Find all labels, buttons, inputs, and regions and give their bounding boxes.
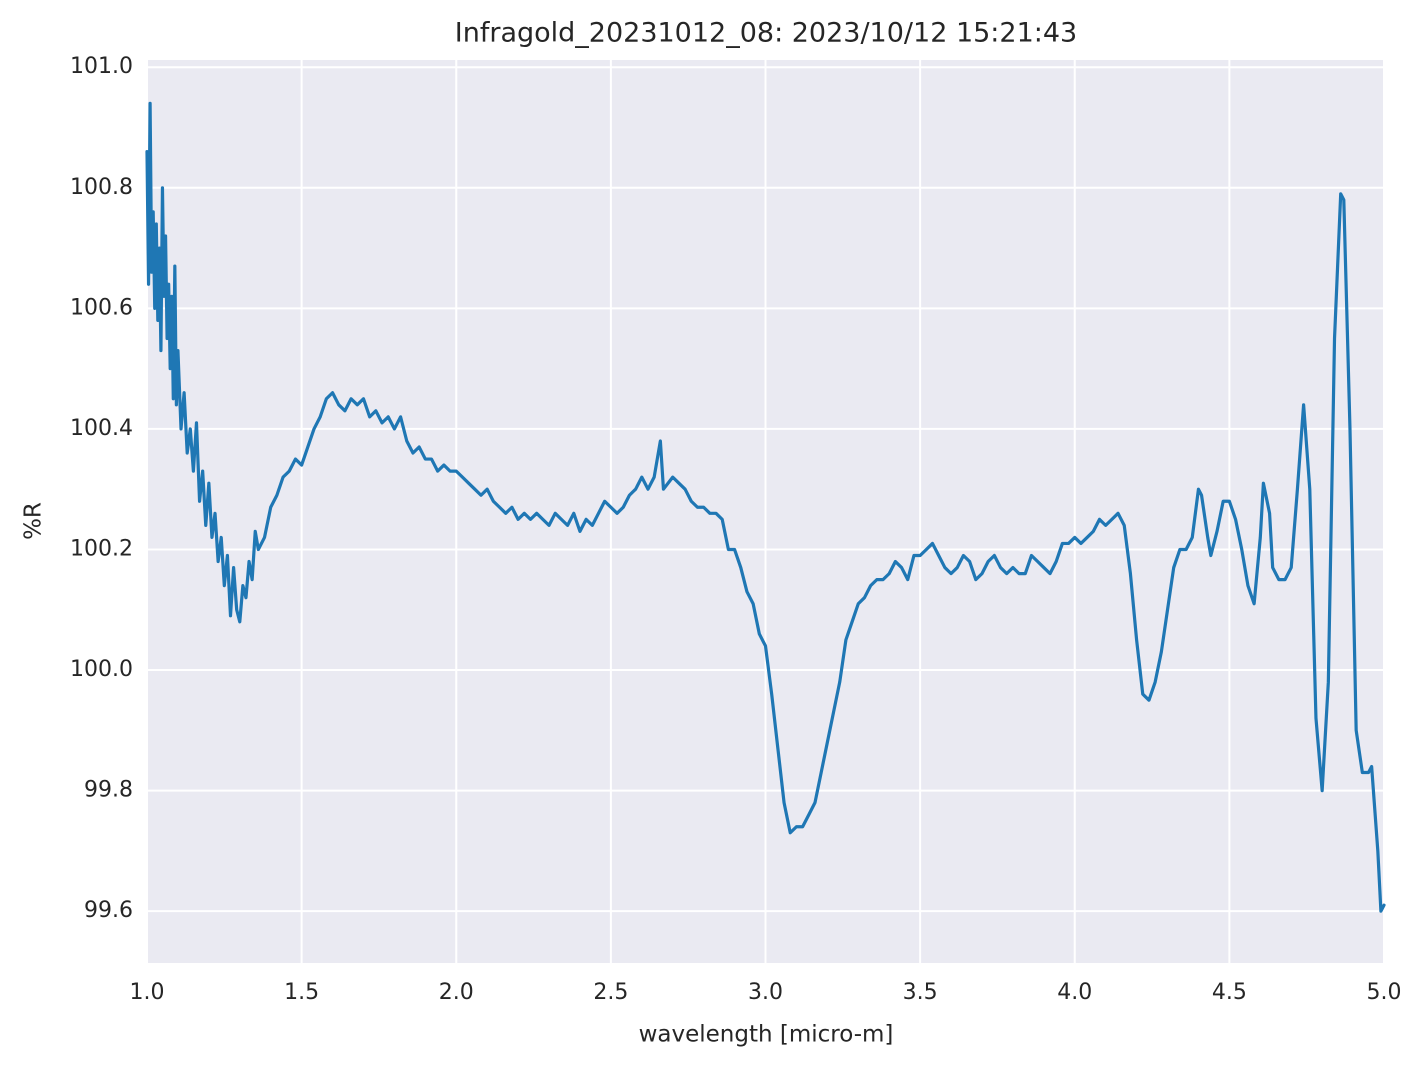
y-tick-label: 99.6 xyxy=(84,898,133,923)
y-tick-label: 100.0 xyxy=(70,657,133,682)
data-line xyxy=(145,101,1386,913)
x-tick-label: 1.5 xyxy=(284,980,319,1005)
y-tick-label: 100.4 xyxy=(70,416,133,441)
x-tick-label: 4.0 xyxy=(1057,980,1092,1005)
y-tick-label: 100.8 xyxy=(70,175,133,200)
y-tick-label: 100.2 xyxy=(70,536,133,561)
chart-title: Infragold_20231012_08: 2023/10/12 15:21:… xyxy=(455,18,1077,49)
x-tick-label: 4.5 xyxy=(1212,980,1247,1005)
x-tick-label: 3.5 xyxy=(903,980,938,1005)
x-tick-label: 2.5 xyxy=(593,980,628,1005)
x-tick-label: 5.0 xyxy=(1367,980,1402,1005)
y-tick-label: 99.8 xyxy=(84,778,133,803)
x-axis-label: wavelength [micro-m] xyxy=(639,1022,894,1048)
x-tick-label: 2.0 xyxy=(439,980,474,1005)
y-axis-label: %R xyxy=(21,502,47,540)
x-tick-label: 1.0 xyxy=(130,980,165,1005)
y-tick-label: 100.6 xyxy=(70,295,133,320)
y-tick-label: 101.0 xyxy=(70,54,133,79)
x-tick-label: 3.0 xyxy=(748,980,783,1005)
